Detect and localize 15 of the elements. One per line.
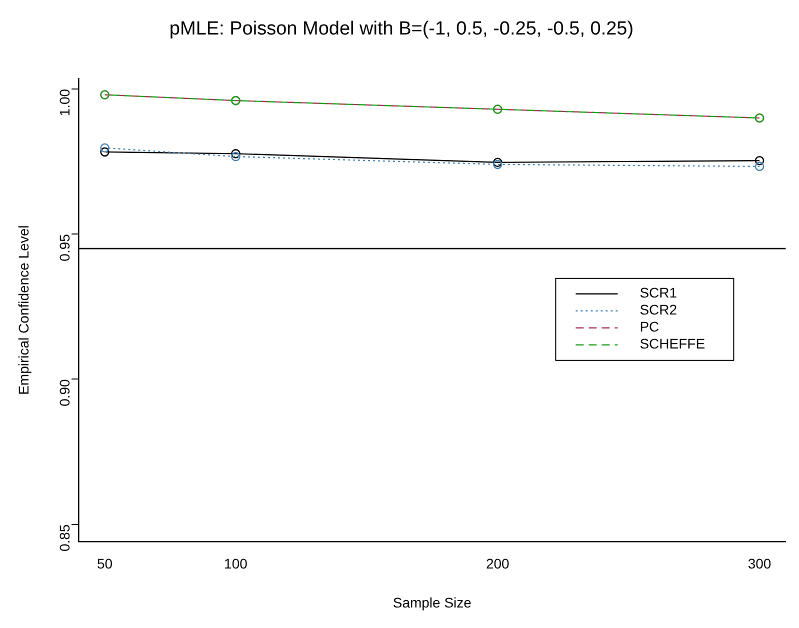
x-tick-label: 300 (748, 556, 772, 572)
x-axis-title: Sample Size (392, 594, 472, 610)
y-axis-title: Empirical Confidence Level (15, 225, 32, 395)
legend-label: SCR2 (640, 302, 678, 318)
y-tick-label: 0.95 (56, 234, 72, 262)
legend-label: SCR1 (640, 284, 678, 301)
legend-label: SCHEFFE (640, 336, 706, 352)
x-tick-label: 100 (224, 556, 248, 572)
x-tick-label: 50 (97, 556, 113, 572)
legend-label: PC (640, 318, 660, 335)
y-tick-label: 1.00 (56, 88, 72, 116)
y-tick-label: 0.85 (56, 524, 72, 552)
x-tick-label: 200 (486, 556, 510, 572)
chart-title: pMLE: Poisson Model with B=(-1, 0.5, -0.25, -0.5, 0.25) (169, 18, 634, 40)
y-tick-label: 0.90 (56, 378, 72, 406)
